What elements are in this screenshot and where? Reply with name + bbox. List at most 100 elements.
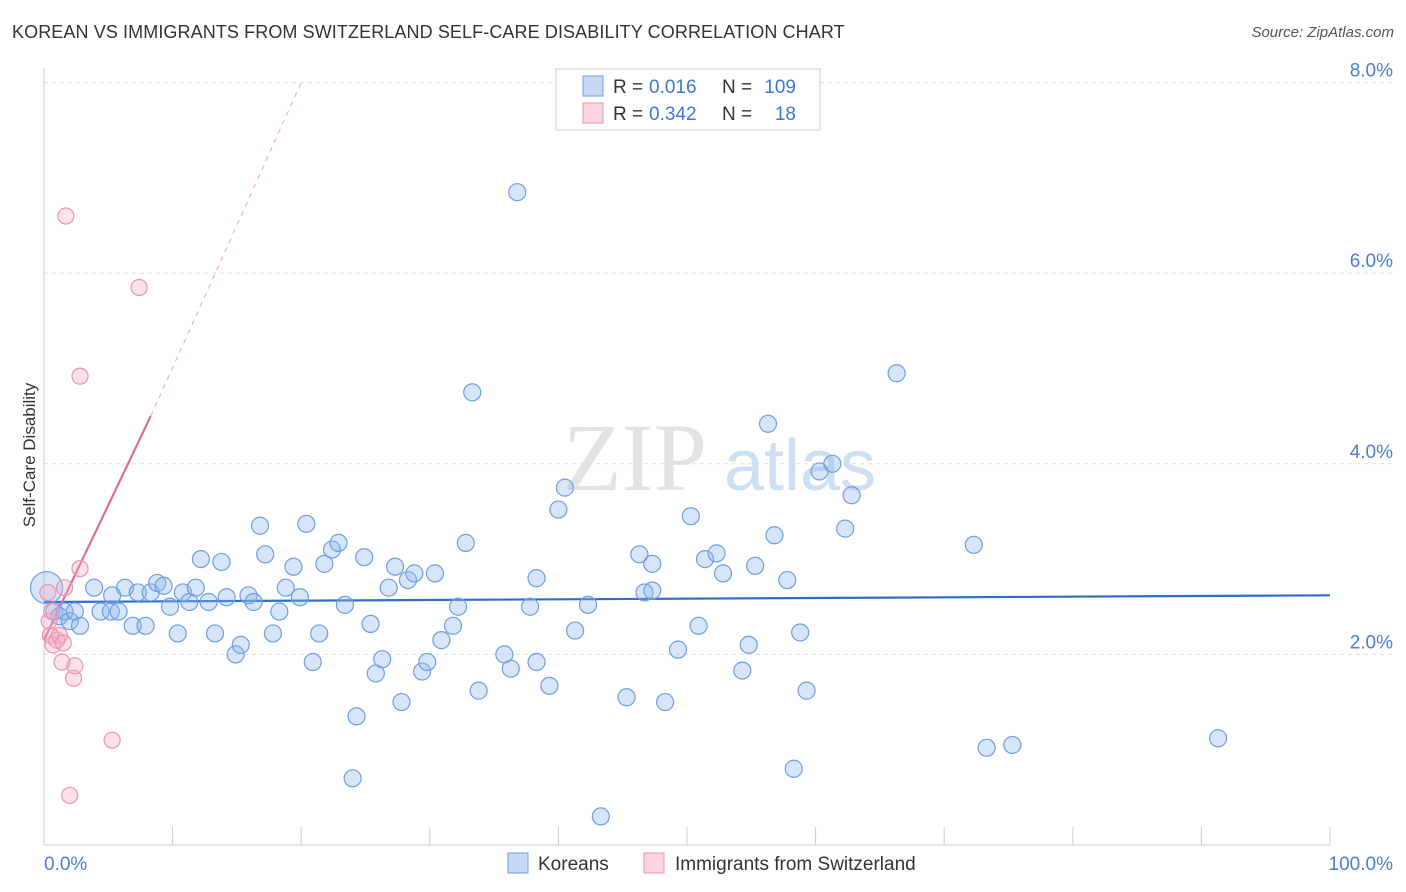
switzerland-point bbox=[71, 367, 89, 385]
legend-r-label-0: R = bbox=[613, 77, 643, 98]
koreans-point bbox=[91, 602, 110, 621]
koreans-point bbox=[964, 535, 983, 554]
series-legend: Koreans Immigrants from Switzerland bbox=[507, 852, 916, 875]
koreans-point bbox=[746, 556, 765, 575]
koreans-point bbox=[392, 692, 411, 712]
koreans-point bbox=[263, 624, 283, 643]
koreans-point bbox=[231, 635, 250, 654]
stats-legend: R = 0.016 N = 109 R = 0.342 N = 18 bbox=[555, 68, 821, 131]
koreans-point bbox=[398, 570, 418, 590]
switzerland-trend-line bbox=[43, 415, 152, 641]
koreans-point bbox=[154, 576, 173, 595]
koreans-point bbox=[315, 554, 334, 573]
koreans-point bbox=[689, 616, 708, 635]
switzerland-point bbox=[103, 731, 121, 749]
koreans-point bbox=[361, 614, 380, 634]
koreans-point bbox=[343, 769, 362, 788]
legend-n-value-0: 109 bbox=[764, 77, 796, 98]
chart-title: KOREAN VS IMMIGRANTS FROM SWITZERLAND SE… bbox=[12, 22, 845, 42]
koreans-point bbox=[668, 640, 688, 659]
koreans-point bbox=[469, 681, 488, 700]
koreans-point bbox=[501, 659, 520, 678]
koreans-point bbox=[101, 602, 120, 621]
koreans-point bbox=[448, 597, 468, 616]
koreans-point bbox=[617, 688, 636, 707]
switzerland-point bbox=[43, 602, 61, 621]
bottom-legend-koreans: Koreans bbox=[538, 854, 609, 875]
bottom-legend-swatch-koreans bbox=[507, 852, 529, 874]
koreans-trend-line bbox=[43, 594, 1331, 604]
koreans-point bbox=[85, 578, 104, 597]
koreans-point bbox=[555, 478, 574, 497]
koreans-point bbox=[758, 414, 778, 433]
koreans-point bbox=[739, 635, 758, 654]
koreans-point bbox=[226, 645, 245, 664]
koreans-point bbox=[591, 807, 610, 826]
koreans-point bbox=[297, 514, 316, 533]
legend-r-value-0: 0.016 bbox=[649, 77, 697, 98]
koreans-point bbox=[887, 364, 906, 383]
koreans-point bbox=[136, 616, 155, 635]
koreans-point bbox=[463, 383, 482, 402]
legend-n-label-0: N = bbox=[722, 77, 752, 98]
switzerland-point bbox=[61, 786, 79, 805]
koreans-point bbox=[55, 602, 74, 621]
koreans-point bbox=[60, 611, 79, 631]
koreans-point bbox=[385, 557, 405, 576]
koreans-point bbox=[695, 549, 715, 569]
bottom-legend-switzerland: Immigrants from Switzerland bbox=[675, 854, 916, 875]
koreans-point bbox=[217, 588, 236, 607]
koreans-point bbox=[405, 564, 424, 583]
koreans-point bbox=[521, 597, 540, 616]
koreans-point bbox=[160, 597, 180, 616]
koreans-point bbox=[418, 652, 437, 672]
bottom-legend-swatch-switzerland bbox=[643, 852, 665, 874]
switzerland-point bbox=[57, 207, 75, 225]
koreans-point bbox=[65, 602, 84, 621]
koreans-point bbox=[310, 624, 329, 643]
koreans-point bbox=[713, 564, 733, 583]
switzerland-points bbox=[39, 207, 148, 805]
koreans-point bbox=[1003, 735, 1022, 755]
koreans-point bbox=[191, 549, 210, 569]
trend-lines bbox=[43, 82, 1331, 641]
koreans-point bbox=[527, 569, 546, 588]
switzerland-point bbox=[130, 278, 148, 297]
y-tick-label: 2.0% bbox=[1350, 632, 1393, 653]
x-tick-label-max: 100.0% bbox=[1329, 854, 1394, 875]
koreans-point bbox=[212, 552, 231, 572]
koreans-point bbox=[784, 759, 803, 778]
koreans-point bbox=[733, 661, 752, 680]
legend-r-label-1: R = bbox=[613, 104, 643, 125]
y-tick-labels: 2.0% 4.0% 6.0% 8.0% bbox=[1350, 61, 1393, 654]
koreans-point bbox=[379, 578, 398, 597]
source-label: Source: ZipAtlas.com bbox=[1251, 24, 1394, 41]
koreans-point bbox=[681, 507, 700, 526]
koreans-point bbox=[270, 602, 289, 621]
switzerland-point bbox=[71, 560, 89, 578]
koreans-point bbox=[276, 578, 295, 597]
koreans-point bbox=[70, 616, 90, 635]
koreans-points bbox=[29, 183, 1228, 826]
koreans-point bbox=[778, 570, 797, 590]
koreans-point bbox=[128, 583, 147, 602]
koreans-point bbox=[109, 602, 128, 621]
koreans-point bbox=[707, 544, 726, 563]
axes bbox=[43, 68, 1331, 846]
koreans-point bbox=[823, 454, 842, 473]
switzerland-point bbox=[55, 579, 74, 597]
koreans-point bbox=[578, 595, 598, 614]
x-tick-label-min: 0.0% bbox=[44, 854, 87, 875]
koreans-point bbox=[329, 533, 348, 552]
koreans-point bbox=[540, 676, 559, 695]
koreans-point bbox=[355, 548, 374, 567]
y-tick-label: 8.0% bbox=[1350, 61, 1393, 82]
switzerland-point bbox=[54, 634, 72, 652]
legend-swatch-koreans bbox=[582, 75, 604, 97]
switzerland-point bbox=[66, 657, 84, 675]
koreans-point bbox=[508, 183, 527, 202]
koreans-point bbox=[425, 564, 445, 583]
koreans-point bbox=[290, 588, 310, 607]
koreans-point bbox=[412, 662, 432, 681]
koreans-point bbox=[432, 631, 451, 650]
